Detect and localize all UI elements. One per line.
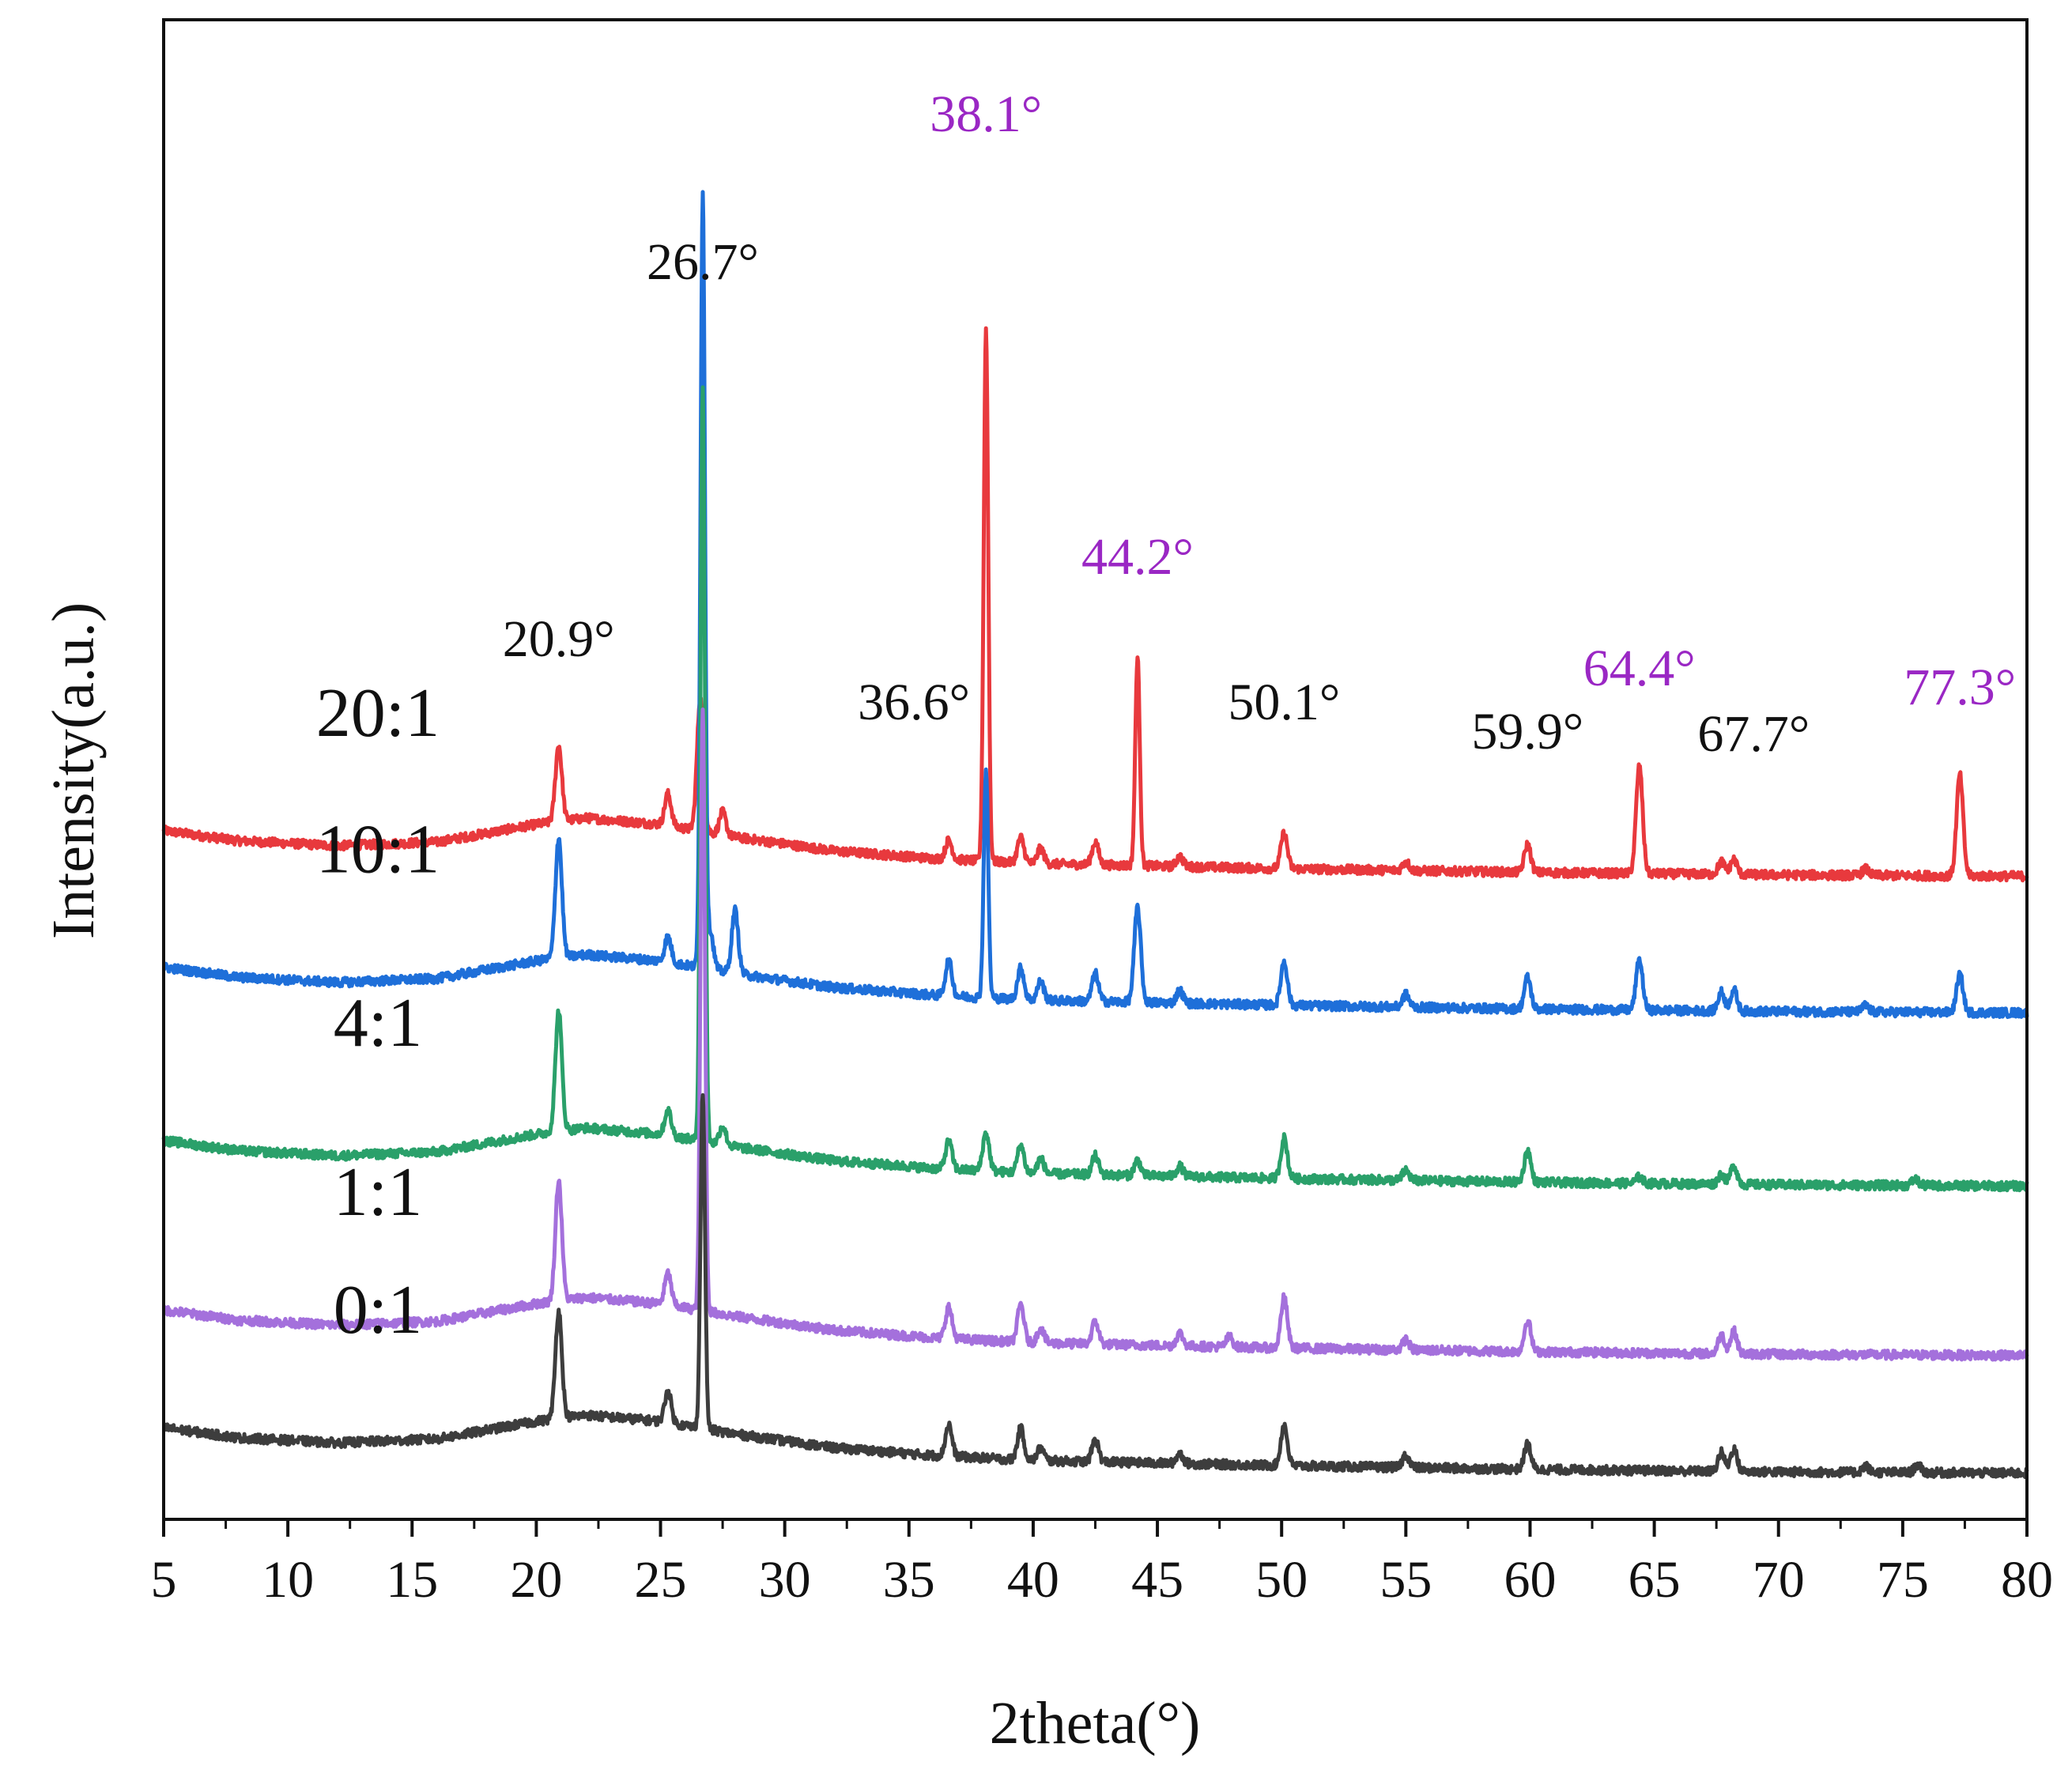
peak-label: 59.9°	[1471, 703, 1583, 760]
x-tick-label: 35	[883, 1551, 935, 1609]
series-line-10-1	[162, 190, 2029, 1020]
series-label: 4:1	[334, 985, 422, 1062]
series-line-0-1	[162, 1092, 2029, 1479]
peak-label: 38.1°	[930, 85, 1042, 143]
series-line-20-1	[161, 326, 2029, 883]
series-label: 1:1	[334, 1154, 422, 1231]
x-tick-label: 30	[759, 1551, 811, 1609]
x-tick-label: 20	[510, 1551, 562, 1609]
x-tick-label: 75	[1877, 1551, 1929, 1609]
plot-frame	[162, 18, 2029, 1521]
x-tick-label: 65	[1629, 1551, 1681, 1609]
x-axis-title: 2theta(°)	[990, 1690, 1201, 1756]
x-tick-label: 15	[386, 1551, 438, 1609]
peak-label: 36.6°	[858, 674, 970, 731]
peak-label: 50.1°	[1228, 674, 1340, 731]
peak-label: 67.7°	[1697, 705, 1810, 763]
x-tick-label: 5	[151, 1551, 177, 1609]
x-tick-label: 10	[262, 1551, 314, 1609]
series-label-layer: 20:1 10:1 4:1 1:1 0:1	[316, 675, 440, 1349]
x-tick-label: 50	[1255, 1551, 1308, 1609]
trace-layer	[161, 190, 2029, 1479]
x-tick-label: 55	[1379, 1551, 1432, 1609]
y-axis-title: Intensity(a.u.)	[40, 602, 107, 939]
peak-label: 44.2°	[1081, 528, 1194, 586]
x-tick-label: 70	[1753, 1551, 1805, 1609]
peak-label: 20.9°	[503, 610, 615, 668]
peak-label: 26.7°	[647, 233, 759, 291]
series-line-4-1	[161, 385, 2029, 1193]
series-label: 20:1	[316, 675, 440, 752]
x-tick-label: 40	[1007, 1551, 1059, 1609]
series-label: 10:1	[316, 812, 440, 889]
x-tick-label: 60	[1504, 1551, 1556, 1609]
x-axis: 5 10 15 20 25 30 35 40 45 50 55 60 65 70 75 80	[151, 1519, 2053, 1609]
x-tick-label: 45	[1131, 1551, 1183, 1609]
peak-label: 77.3°	[1904, 658, 2016, 716]
peak-label: 64.4°	[1583, 640, 1696, 697]
x-tick-label: 80	[2001, 1551, 2053, 1609]
series-label: 0:1	[334, 1272, 422, 1349]
series-line-1-1	[162, 707, 2029, 1362]
peak-label-layer: 38.1° 26.7° 44.2° 20.9° 36.6° 50.1° 59.9°64.4°…	[503, 85, 2016, 763]
x-tick-label: 25	[635, 1551, 687, 1609]
